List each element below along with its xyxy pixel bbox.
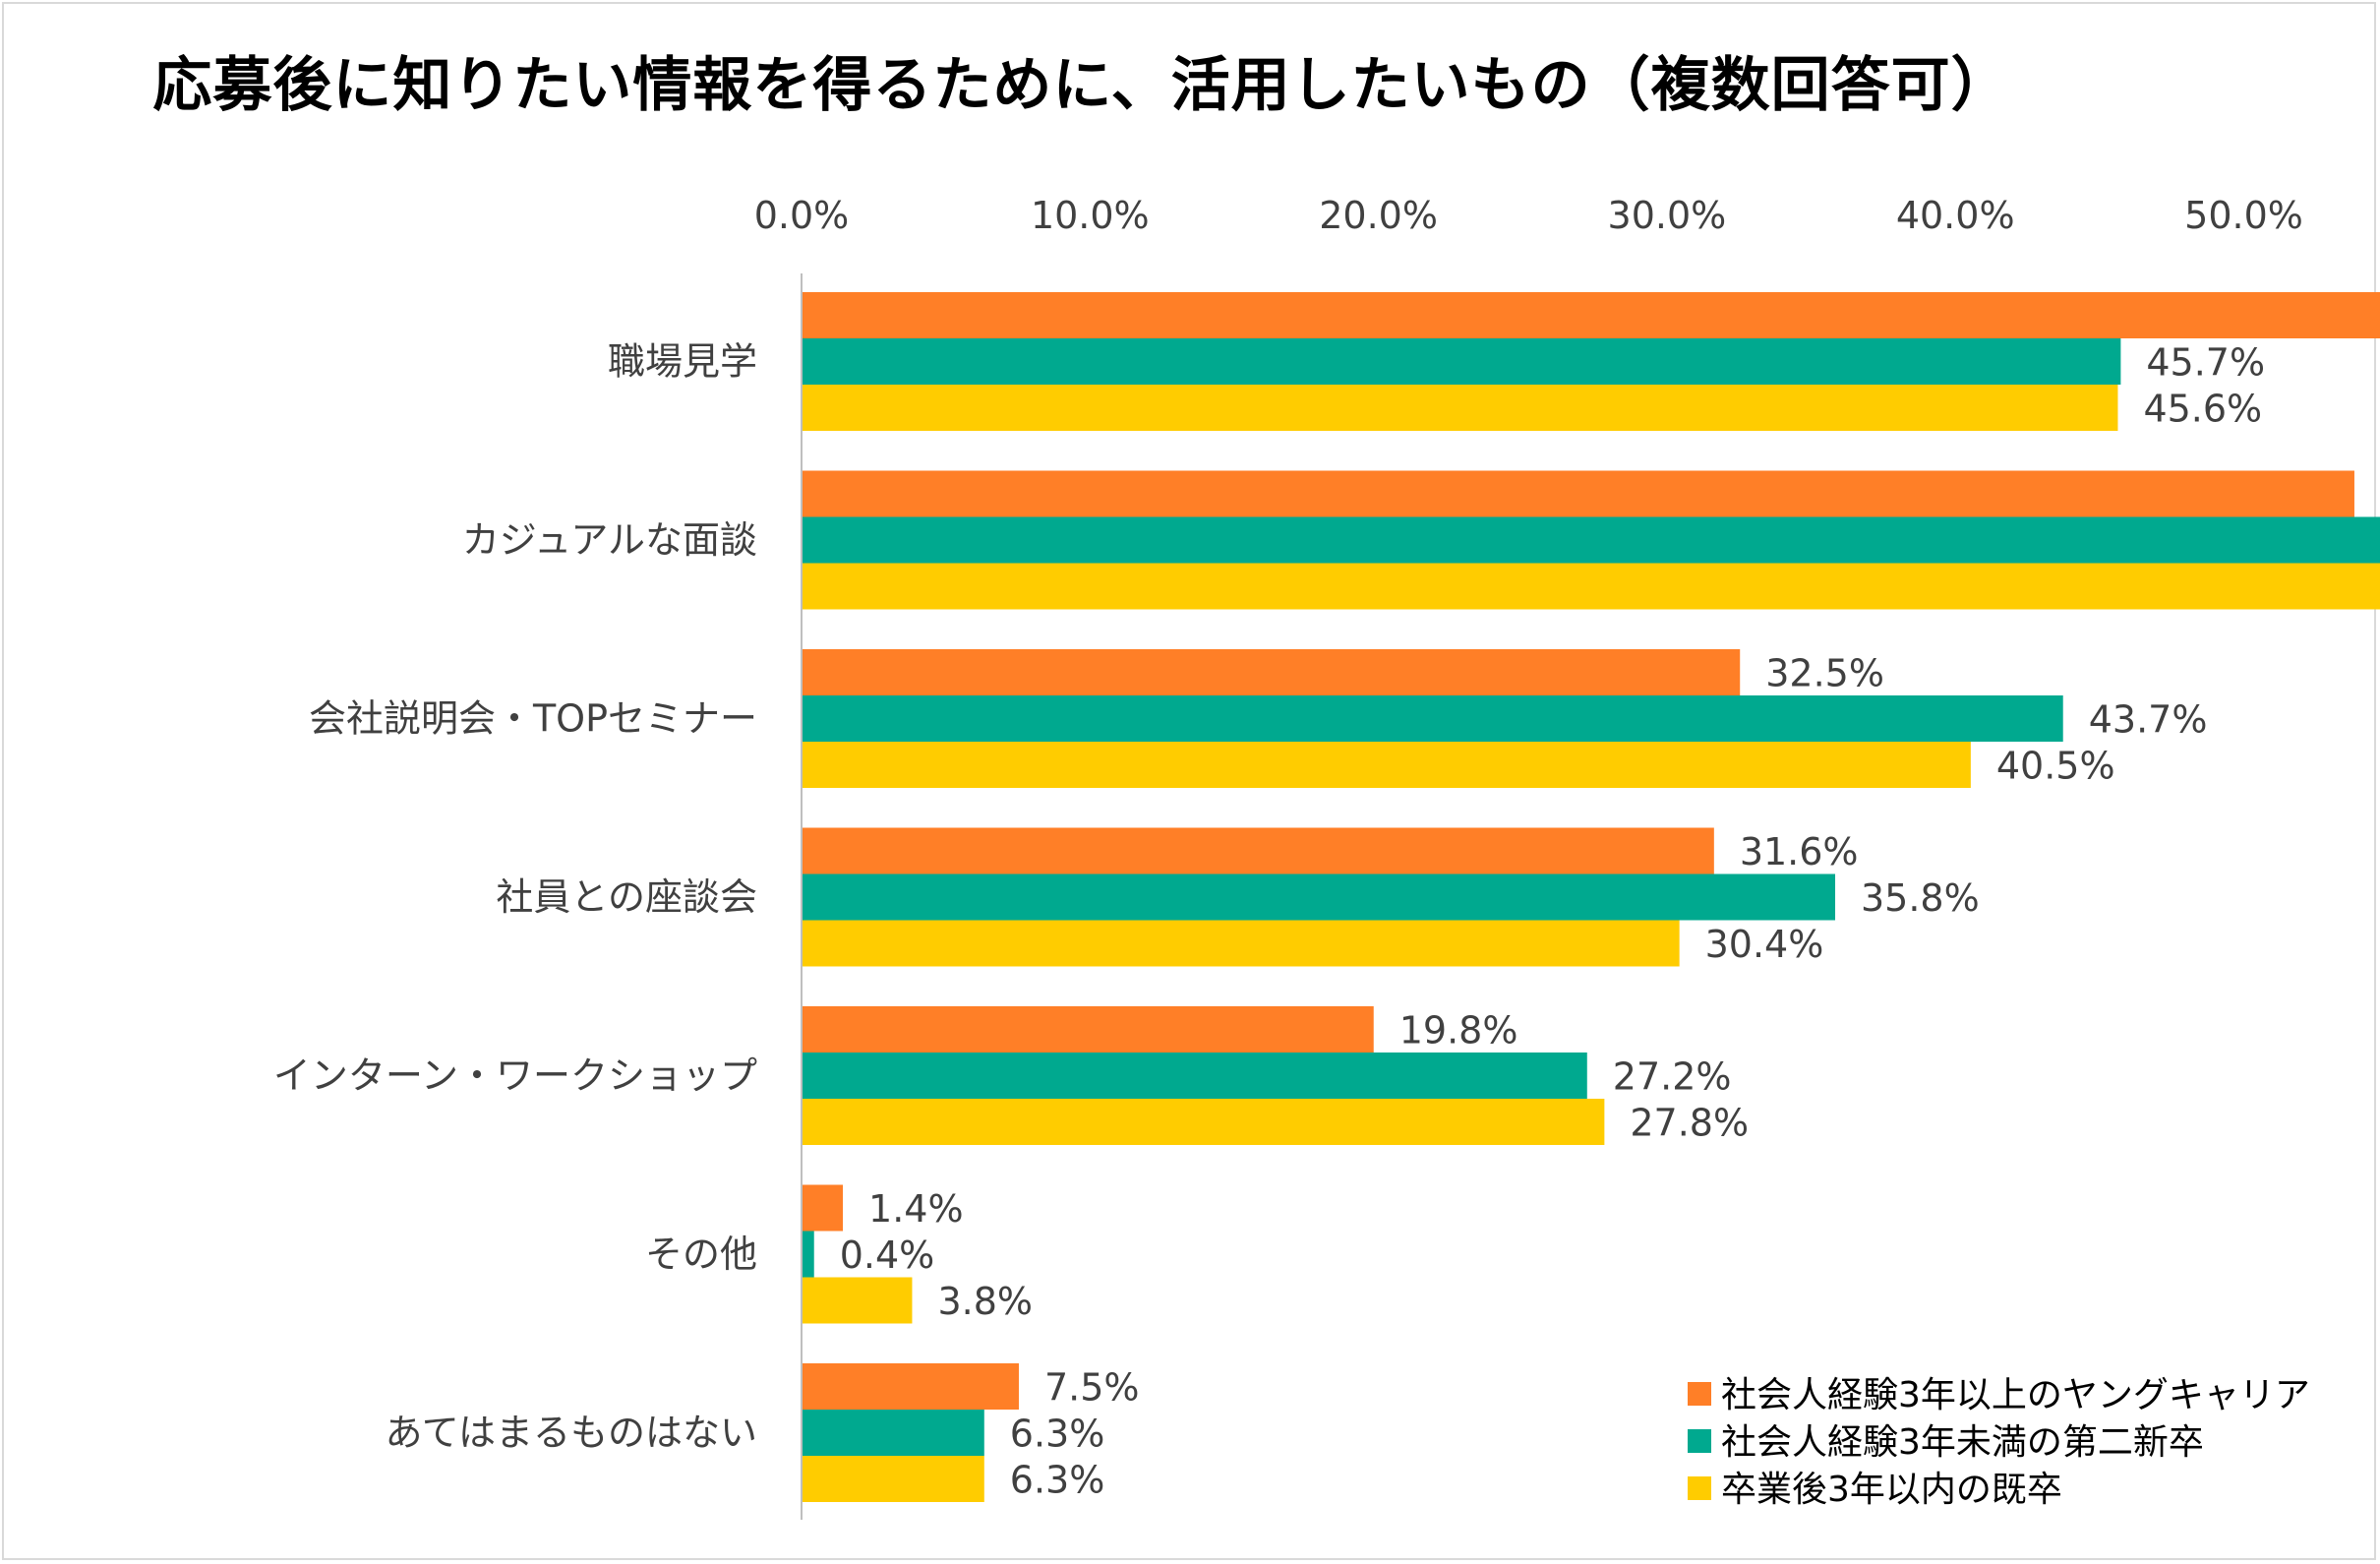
data-label: 6.3% [1010,1413,1105,1456]
chart-title: 応募後に知りたい情報を得るために、活用したいもの（複数回答可） [152,51,2011,120]
category-label: インターン・ワークショップ [273,1054,757,1098]
bar [803,1231,814,1278]
category-label: 会社説明会・TOPセミナー [309,697,757,741]
data-label: 1.4% [868,1187,964,1231]
legend-label: 社会人経験3年未満の第二新卒 [1721,1422,2204,1463]
category-label: その他 [645,1233,757,1276]
data-label: 0.4% [840,1233,935,1277]
bar [803,516,2380,564]
data-label: 45.7% [2146,341,2265,385]
data-label: 27.2% [1613,1055,1732,1099]
bar [803,292,2380,338]
data-label: 43.7% [2089,698,2208,742]
x-tick-label: 20.0% [1319,194,1438,237]
bar [803,827,1714,874]
bar [803,1099,1605,1145]
category-label: カジュアルな面談 [462,518,757,562]
x-tick-label: 50.0% [2184,194,2303,237]
bar [803,1363,1019,1410]
x-tick-label: 30.0% [1608,194,1727,237]
bar [803,695,2063,742]
bar [803,563,2380,610]
bar [803,1053,1587,1099]
legend-label: 社会人経験3年以上のヤングキャリア [1721,1375,2310,1415]
data-label: 19.8% [1399,1009,1518,1053]
bar [803,920,1680,967]
x-tick-label: 0.0% [754,194,850,237]
bar [803,470,2354,517]
bar [803,742,1971,788]
x-tick-label: 40.0% [1896,194,2015,237]
category-label: 職場見学 [608,340,757,384]
legend-swatch [1688,1429,1711,1453]
data-label: 3.8% [937,1280,1033,1323]
bar [803,385,2118,431]
bar [803,873,1836,921]
data-label: 31.6% [1740,830,1859,873]
legend-swatch [1688,1382,1711,1406]
legend-label: 卒業後3年以内の既卒 [1721,1470,2062,1510]
bar [803,1456,984,1502]
data-label: 27.8% [1630,1102,1749,1145]
data-label: 45.6% [2143,388,2262,431]
category-label: 社員との座談会 [496,875,757,919]
bar [803,1277,913,1324]
bar [803,1184,844,1232]
bar [803,649,1741,695]
bar [803,1410,984,1456]
bar [803,1006,1374,1053]
data-label: 35.8% [1861,876,1980,920]
category-label: あてはまるものはない [386,1412,757,1455]
data-label: 7.5% [1044,1366,1140,1410]
data-label: 30.4% [1705,923,1824,966]
bar [803,338,2121,385]
x-tick-label: 10.0% [1031,194,1150,237]
data-label: 40.5% [1996,745,2115,788]
data-label: 32.5% [1765,652,1884,695]
data-label: 6.3% [1010,1459,1105,1502]
legend-swatch [1688,1476,1711,1500]
